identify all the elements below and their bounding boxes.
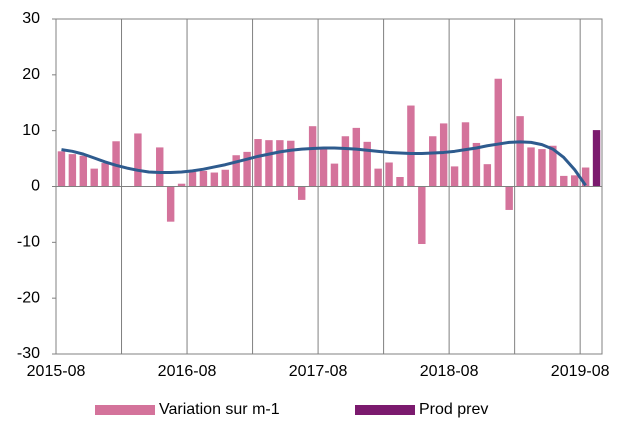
bar [287,140,295,187]
x-tick-label: 2017-08 [289,363,348,380]
trend-line [61,140,587,187]
y-tick-label: -20 [17,289,40,306]
bar [177,183,186,187]
bar [570,175,579,187]
bar [57,151,66,187]
bar [265,140,273,187]
bar [352,127,361,187]
bar [156,147,164,187]
bar [385,162,393,187]
y-tick-label: -10 [17,234,40,251]
legend-swatch [355,405,415,415]
bar [276,140,284,187]
y-tick-label: 30 [22,10,40,27]
bar [461,122,470,187]
bar [134,133,142,187]
bar [374,168,382,187]
y-tick-label: -30 [17,345,40,362]
bar [330,163,339,187]
x-tick-label: 2015-08 [27,363,86,380]
bar [243,151,251,187]
legend-label: Variation sur m-1 [159,401,280,418]
x-tick-label: 2019-08 [551,363,610,380]
bar [494,78,502,187]
bar [407,105,415,187]
bar [439,123,448,187]
bar [79,155,88,187]
bar [418,186,426,245]
bar [450,166,459,187]
bar [254,139,262,187]
x-tick-label: 2018-08 [420,363,479,380]
bar [232,155,240,187]
bar [549,145,557,187]
legend-swatch [95,405,155,415]
bar [188,171,197,187]
bar [221,169,229,187]
y-tick-label: 0 [31,178,40,195]
legend-label: Prod prev [419,401,488,418]
bar [90,168,98,187]
bar [68,154,77,187]
y-tick-label: 20 [22,66,40,83]
bar [199,170,208,187]
bar [101,163,109,187]
bar [396,177,404,187]
bar [483,164,492,187]
bar [341,136,350,187]
x-tick-label: 2016-08 [158,363,217,380]
bar [560,175,568,187]
y-tick-label: 10 [22,122,40,139]
bar [538,149,546,187]
bar [592,130,601,187]
bar [308,126,317,187]
bar [363,141,371,187]
bar [429,136,437,187]
bar [166,186,175,222]
bar [516,116,524,187]
bar [581,167,590,187]
bar [297,186,306,200]
bar [505,186,513,210]
bar [472,142,481,187]
bar [210,172,219,187]
bar [527,147,535,187]
bar [319,147,328,187]
